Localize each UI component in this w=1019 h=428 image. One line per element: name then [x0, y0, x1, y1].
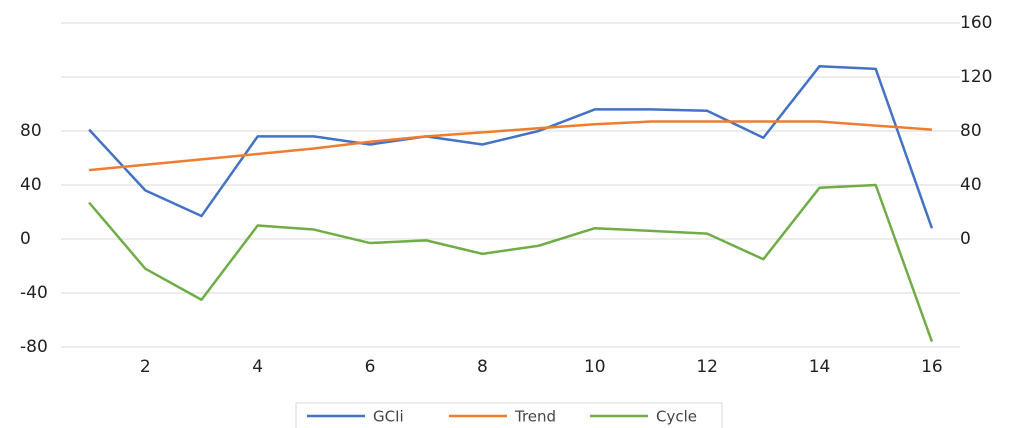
legend: GCIi Trend Cycle — [295, 402, 723, 428]
y2-tick-label: 0 — [960, 229, 971, 249]
y2-tick-label: 40 — [960, 175, 982, 195]
y-tick-label: 80 — [20, 121, 42, 141]
plot-area — [88, 64, 934, 343]
y-tick-label: -40 — [20, 283, 48, 303]
legend-label: Trend — [514, 408, 556, 426]
y-tick-label: 40 — [20, 175, 42, 195]
legend-box — [295, 402, 723, 428]
series-line — [88, 64, 934, 229]
legend-label: Cycle — [656, 408, 697, 426]
x-tick-label: 4 — [252, 357, 263, 377]
x-tick-label: 8 — [477, 357, 488, 377]
y2-tick-label: 80 — [960, 121, 982, 141]
x-tick-label: 16 — [921, 357, 943, 377]
y2-tick-label: 160 — [960, 13, 992, 33]
x-tick-label: 14 — [809, 357, 831, 377]
y-tick-label: -80 — [20, 337, 48, 357]
y-tick-label: 0 — [20, 229, 31, 249]
x-tick-label: 6 — [365, 357, 376, 377]
x-tick-label: 10 — [584, 357, 606, 377]
y2-tick-label: 120 — [960, 67, 992, 87]
legend-label: GCIi — [373, 408, 404, 426]
series-line — [88, 183, 934, 343]
x-tick-label: 2 — [140, 357, 151, 377]
series-line — [88, 120, 932, 172]
x-tick-label: 12 — [696, 357, 718, 377]
